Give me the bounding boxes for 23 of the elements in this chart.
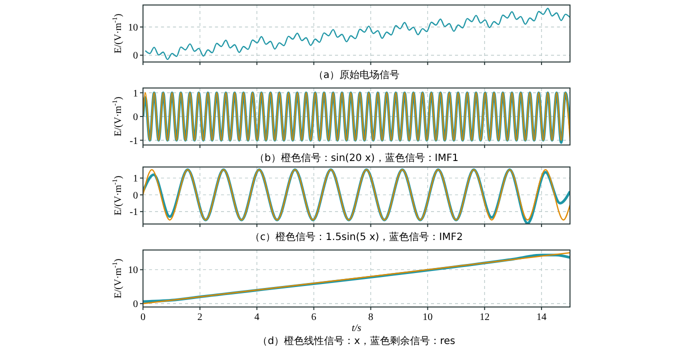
x-tick-label: 14 xyxy=(536,312,547,323)
text: （c）橙色信号：1.5sin(5 x)，蓝色信号：IMF2 xyxy=(250,231,463,243)
x-tick-label: 8 xyxy=(368,312,374,323)
y-tick-label: 10 xyxy=(128,265,138,276)
text: （b）橙色信号：sin(20 x)，蓝色信号：IMF1 xyxy=(254,152,458,164)
y-tick-label: 10 xyxy=(128,22,138,34)
text: （d）橙色线性信号：x，蓝色剩余信号：res xyxy=(258,335,456,346)
y-tick-label: 1 xyxy=(133,174,138,185)
x-tick-label: 0 xyxy=(140,312,146,323)
y-tick-label: 0 xyxy=(133,299,138,310)
y-tick-label: 0 xyxy=(133,112,138,123)
y-tick-label: 0 xyxy=(133,50,138,62)
x-tick-label: 2 xyxy=(197,312,202,323)
y-tick-label: 1 xyxy=(133,88,138,100)
text: （a）原始电场信号 xyxy=(313,69,400,81)
y-tick-label: 0 xyxy=(133,190,138,202)
x-tick-label: 10 xyxy=(422,312,433,323)
x-tick-label: 6 xyxy=(311,312,316,323)
y-tick-label: -1 xyxy=(130,136,138,147)
x-axis-title: t/s xyxy=(352,323,362,334)
x-tick-label: 12 xyxy=(480,312,490,323)
y-tick-label: -1 xyxy=(130,207,138,218)
x-tick-label: 4 xyxy=(254,312,260,323)
